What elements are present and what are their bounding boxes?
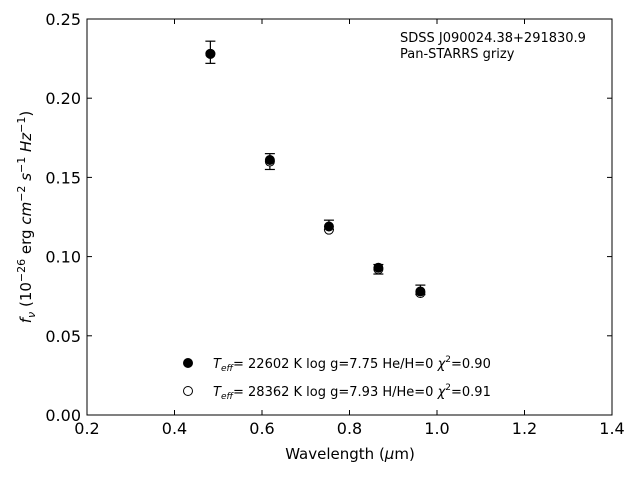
plot-frame	[86, 18, 613, 416]
y-tick-label: 0.15	[45, 168, 81, 187]
x-tick-label: 0.6	[249, 419, 274, 438]
legend-marker-filled	[183, 358, 193, 368]
x-tick-label: 0.2	[74, 419, 99, 438]
model-point-filled	[205, 48, 216, 59]
legend-entry-filled: Teff= 22602 K log g=7.75 He/H=0 χ2=0.90	[213, 355, 491, 374]
y-axis-title: fν (10−26 erg cm−2 s−1 Hz−1)	[15, 111, 38, 323]
annotation-line-1: SDSS J090024.38+291830.9	[400, 31, 586, 46]
model-point-filled	[264, 154, 275, 165]
x-tick-label: 0.8	[337, 419, 362, 438]
chart-marks	[205, 40, 426, 299]
x-tick-label: 0.4	[162, 419, 187, 438]
annotation-line-2: Pan-STARRS grizy	[400, 47, 515, 62]
y-tick-label: 0.00	[45, 406, 81, 425]
model-point-filled	[415, 286, 426, 297]
axis-ticks: 0.2 0.4 0.6 0.8 1.0 1.2 1.4 0.00 0.05 0.10 0.15 0.2…	[45, 10, 624, 438]
x-tick-label: 1.4	[599, 419, 624, 438]
legend-marker-open	[183, 386, 193, 396]
model-point-filled	[373, 262, 384, 273]
x-tick-label: 1.0	[424, 419, 449, 438]
y-tick-label: 0.10	[45, 248, 81, 267]
x-tick-label: 1.2	[512, 419, 537, 438]
y-tick-label: 0.20	[45, 89, 81, 108]
x-axis-title: Wavelength (μm)	[285, 445, 415, 463]
legend-entry-open: Teff= 28362 K log g=7.93 H/He=0 χ2=0.91	[213, 383, 491, 402]
model-point-filled	[323, 221, 334, 232]
y-tick-label: 0.25	[45, 10, 81, 29]
y-tick-label: 0.05	[45, 327, 81, 346]
